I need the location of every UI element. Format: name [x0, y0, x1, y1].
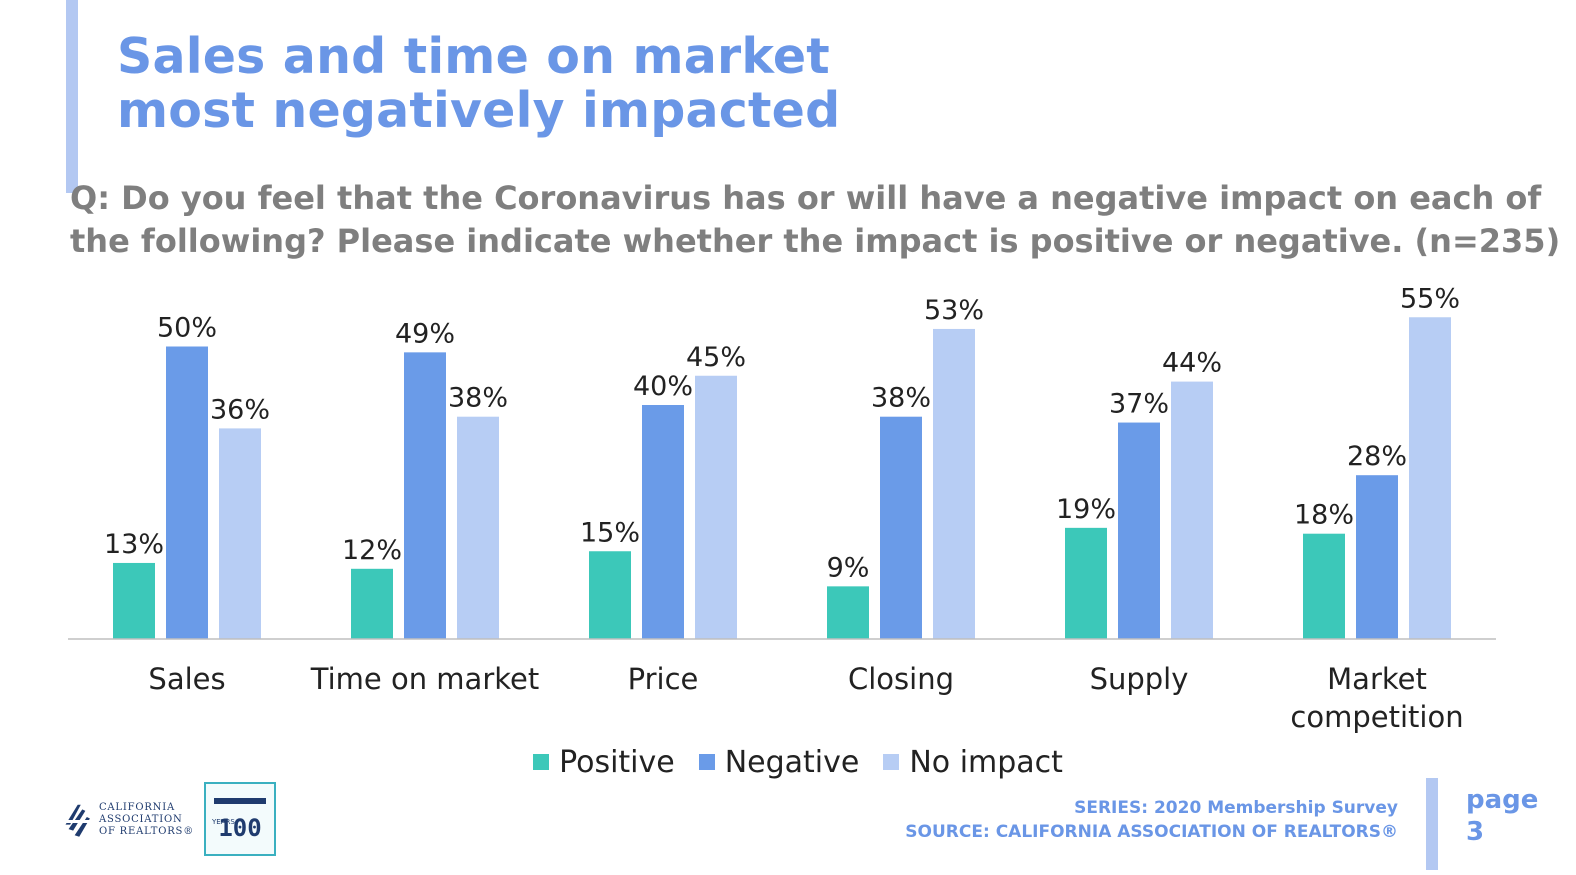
chart-legend: Positive Negative No impact — [10, 740, 1576, 784]
car-logo-text: CALIFORNIA ASSOCIATION OF REALTORS® — [99, 802, 194, 838]
data-label-positive-5: 18% — [1294, 500, 1354, 531]
bar-positive-2 — [589, 551, 631, 639]
legend-label-positive: Positive — [559, 744, 675, 780]
bar-negative-0 — [166, 346, 208, 639]
data-label-negative-5: 28% — [1347, 441, 1407, 472]
badge-number: 100 — [218, 814, 262, 842]
centennial-badge: YEARS 100 — [204, 782, 276, 856]
data-label-positive-0: 13% — [104, 529, 164, 560]
category-label-0: Sales — [148, 662, 225, 696]
page-accent-bar — [1426, 778, 1438, 870]
bar-negative-3 — [880, 416, 922, 639]
data-label-negative-3: 38% — [871, 383, 931, 414]
slide-title-line-1: Sales and time on market — [117, 28, 830, 85]
title-accent-bar — [66, 0, 78, 193]
legend-swatch-positive — [533, 754, 550, 770]
bar-no-impact-3 — [933, 328, 975, 639]
data-label-positive-4: 19% — [1056, 494, 1116, 525]
bar-no-impact-5 — [1409, 317, 1451, 639]
data-label-positive-2: 15% — [580, 517, 640, 548]
legend-item-no-impact: No impact — [883, 745, 1063, 780]
bar-no-impact-4 — [1171, 381, 1213, 639]
data-label-no-impact-1: 38% — [448, 383, 508, 414]
badge-years: YEARS — [212, 818, 235, 826]
legend-item-positive: Positive — [533, 745, 675, 780]
category-label-3: Closing — [848, 662, 954, 696]
page-digit: 3 — [1466, 817, 1485, 847]
slide-title: Sales and time on market most negatively… — [117, 30, 840, 138]
legend-swatch-negative — [698, 754, 715, 770]
legend-item-negative: Negative — [698, 744, 860, 780]
data-label-negative-0: 50% — [157, 313, 217, 344]
category-label-5-line-1: Market — [1327, 662, 1427, 696]
bar-no-impact-2 — [695, 375, 737, 639]
bar-no-impact-1 — [457, 416, 499, 639]
bar-positive-1 — [351, 568, 393, 639]
bar-negative-2 — [642, 405, 684, 639]
data-label-positive-3: 9% — [827, 552, 870, 583]
bar-negative-1 — [404, 352, 446, 639]
bar-positive-4 — [1065, 527, 1107, 639]
bar-negative-5 — [1356, 475, 1398, 639]
page-word: page — [1466, 785, 1539, 815]
car-logo-line-1: CALIFORNIA — [98, 802, 176, 813]
bar-positive-5 — [1303, 533, 1345, 639]
car-logo-line-3: OF REALTORS® — [98, 826, 194, 837]
category-label-4: Supply — [1090, 662, 1189, 696]
legend-label-no-impact: No impact — [909, 744, 1063, 780]
category-label-5-line-2: competition — [1290, 700, 1463, 734]
badge-banner — [214, 798, 266, 804]
data-label-negative-1: 49% — [395, 318, 455, 349]
legend-label-negative: Negative — [724, 744, 860, 780]
legend-swatch-no-impact — [883, 754, 900, 770]
data-label-negative-2: 40% — [633, 371, 693, 402]
data-label-negative-4: 37% — [1109, 389, 1169, 420]
bar-positive-0 — [113, 562, 155, 639]
bar-negative-4 — [1118, 422, 1160, 639]
survey-question-line-1: Q: Do you feel that the Coronavirus has … — [70, 179, 1542, 217]
category-label-1: Time on market — [310, 662, 539, 696]
category-label-2: Price — [628, 662, 699, 696]
slide-title-line-2: most negatively impacted — [117, 82, 841, 139]
bar-positive-3 — [827, 586, 869, 639]
car-logo-icon — [65, 804, 92, 837]
bar-no-impact-0 — [219, 428, 261, 639]
data-label-no-impact-3: 53% — [924, 295, 984, 326]
car-logo: CALIFORNIA ASSOCIATION OF REALTORS® — [64, 794, 194, 846]
data-label-no-impact-5: 55% — [1400, 283, 1460, 314]
data-label-no-impact-2: 45% — [686, 342, 746, 373]
data-label-no-impact-0: 36% — [210, 394, 270, 425]
car-logo-line-2: ASSOCIATION — [98, 814, 183, 825]
source-line: SOURCE: CALIFORNIA ASSOCIATION OF REALTO… — [905, 822, 1398, 842]
survey-question-line-2: the following? Please indicate whether t… — [70, 222, 1561, 260]
data-label-positive-1: 12% — [342, 535, 402, 566]
data-label-no-impact-4: 44% — [1162, 348, 1222, 379]
page-number: page 3 — [1466, 784, 1538, 848]
series-note: SERIES: 2020 Membership Survey — [1074, 798, 1398, 818]
source-note: SERIES: 2020 Membership Survey SOURCE: C… — [905, 796, 1398, 844]
survey-question: Q: Do you feel that the Coronavirus has … — [70, 177, 1561, 263]
